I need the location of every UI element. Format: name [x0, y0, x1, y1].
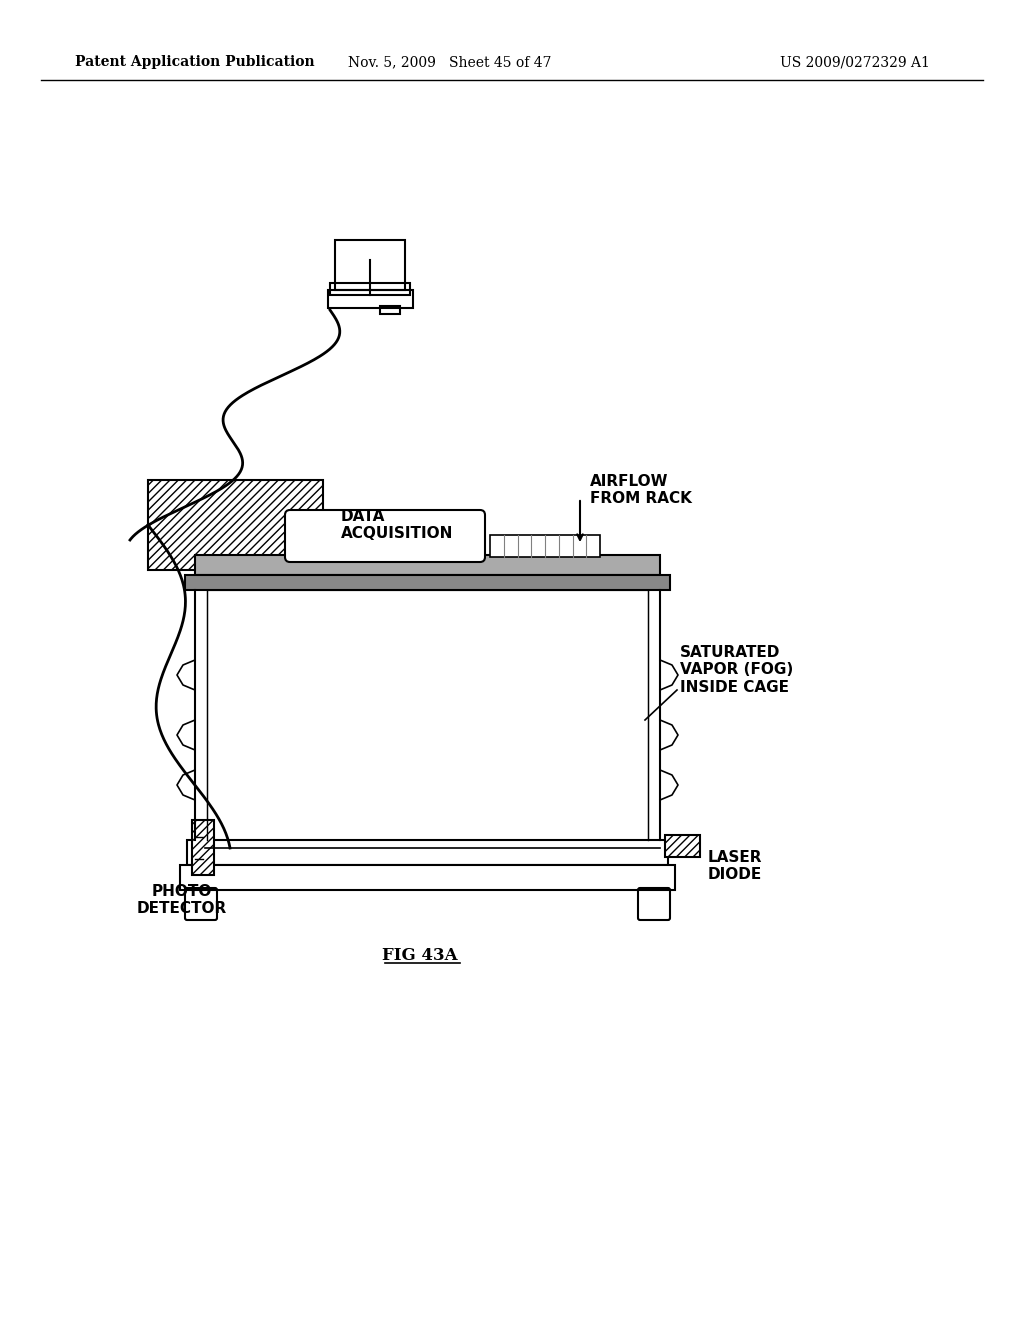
Bar: [195, 554, 660, 576]
Bar: [665, 836, 700, 857]
FancyBboxPatch shape: [285, 510, 485, 562]
Bar: [207, 590, 648, 840]
Text: LASER
DIODE: LASER DIODE: [708, 850, 763, 882]
Bar: [665, 836, 700, 857]
Text: FIG 43A: FIG 43A: [382, 946, 458, 964]
Bar: [328, 290, 413, 308]
Bar: [185, 576, 670, 590]
Text: US 2009/0272329 A1: US 2009/0272329 A1: [780, 55, 930, 69]
Bar: [335, 240, 406, 290]
Bar: [193, 820, 214, 875]
Bar: [330, 282, 410, 294]
Text: Patent Application Publication: Patent Application Publication: [75, 55, 314, 69]
Text: DATA
ACQUISITION: DATA ACQUISITION: [341, 508, 454, 541]
Text: Nov. 5, 2009   Sheet 45 of 47: Nov. 5, 2009 Sheet 45 of 47: [348, 55, 552, 69]
Bar: [380, 306, 400, 314]
Bar: [148, 480, 323, 570]
Bar: [187, 840, 668, 865]
Bar: [490, 535, 600, 557]
Bar: [180, 865, 675, 890]
Text: PHOTO
DETECTOR: PHOTO DETECTOR: [137, 884, 227, 916]
Bar: [148, 480, 323, 570]
Bar: [193, 820, 214, 875]
Text: AIRFLOW
FROM RACK: AIRFLOW FROM RACK: [590, 474, 692, 506]
Text: SATURATED
VAPOR (FOG)
INSIDE CAGE: SATURATED VAPOR (FOG) INSIDE CAGE: [680, 645, 794, 694]
